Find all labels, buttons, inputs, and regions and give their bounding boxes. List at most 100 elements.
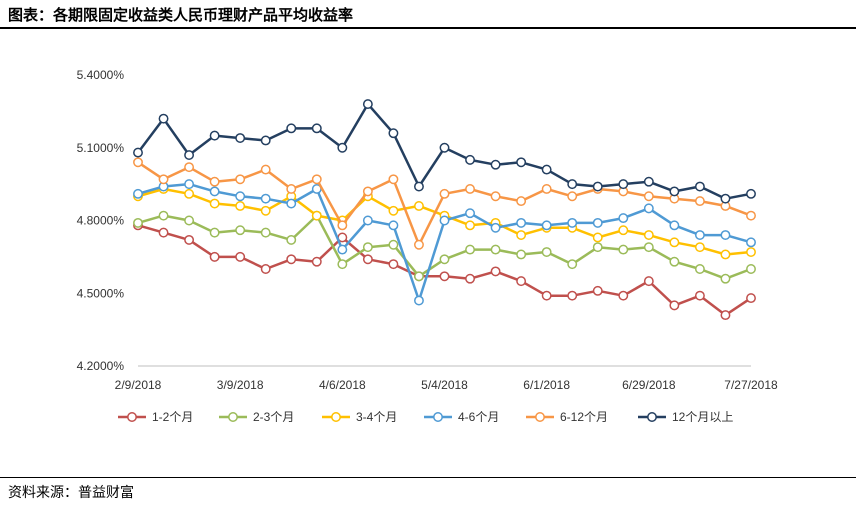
x-tick-label: 6/1/2018 <box>523 378 570 392</box>
data-point <box>286 234 297 245</box>
data-point <box>465 220 475 231</box>
data-point <box>439 254 450 265</box>
data-point <box>516 230 527 241</box>
data-point <box>592 285 603 296</box>
data-point <box>669 256 680 267</box>
data-point <box>592 232 603 243</box>
data-point <box>388 205 399 216</box>
data-point <box>669 220 680 231</box>
data-point <box>184 188 195 199</box>
data-point <box>133 217 143 228</box>
data-point <box>337 244 348 255</box>
legend-swatch-marker <box>433 412 443 422</box>
data-point <box>541 164 552 175</box>
data-point <box>694 290 705 301</box>
data-point <box>490 266 501 277</box>
data-point <box>184 179 195 190</box>
data-point <box>746 237 756 248</box>
data-point <box>260 193 271 204</box>
data-point <box>362 254 373 265</box>
data-point <box>235 133 246 144</box>
data-point <box>490 244 501 255</box>
data-point <box>337 259 348 270</box>
data-point <box>260 135 271 146</box>
data-point <box>362 242 373 253</box>
data-point <box>362 215 373 226</box>
data-point <box>592 181 603 192</box>
data-point <box>184 162 195 173</box>
legend-label: 2-3个月 <box>253 410 294 424</box>
data-point <box>209 176 220 187</box>
data-point <box>694 181 705 192</box>
x-tick-label: 3/9/2018 <box>217 378 264 392</box>
y-tick-label: 5.4000% <box>77 68 125 82</box>
data-point <box>541 184 552 194</box>
series-layer <box>133 99 756 321</box>
data-point <box>184 215 195 226</box>
legend-swatch-marker <box>331 412 341 422</box>
legend-item: 1-2个月 <box>118 410 193 424</box>
data-point <box>541 220 552 231</box>
series-line <box>137 182 752 302</box>
source-note: 资料来源：普益财富 <box>8 485 134 501</box>
legend-label: 1-2个月 <box>152 410 193 424</box>
data-point <box>133 147 143 158</box>
data-point <box>720 193 731 204</box>
legend-label: 4-6个月 <box>458 410 499 424</box>
legend-swatch-marker <box>127 412 137 422</box>
data-point <box>490 159 501 170</box>
data-point <box>209 198 220 209</box>
data-point <box>592 217 603 228</box>
series-1 <box>133 220 756 321</box>
data-point <box>311 210 322 221</box>
data-point <box>746 210 756 221</box>
data-point <box>388 220 399 231</box>
data-point <box>618 225 629 236</box>
data-point <box>235 191 246 202</box>
data-point <box>592 242 603 253</box>
data-point <box>567 259 578 270</box>
data-point <box>337 142 348 153</box>
data-point <box>643 191 654 202</box>
data-point <box>720 230 731 241</box>
data-point <box>746 264 756 274</box>
legend-item: 2-3个月 <box>219 410 294 424</box>
legend-label: 6-12个月 <box>560 410 608 424</box>
x-tick-label: 5/4/2018 <box>421 378 468 392</box>
data-point <box>414 295 424 306</box>
series-6 <box>133 99 756 204</box>
data-point <box>516 276 527 287</box>
data-point <box>286 254 297 265</box>
data-point <box>414 201 424 211</box>
legend-item: 3-4个月 <box>322 410 397 424</box>
data-point <box>746 247 756 257</box>
data-point <box>388 239 399 250</box>
x-axis: 2/9/2018 3/9/2018 4/6/2018 5/4/2018 6/1/2018… <box>115 365 778 392</box>
data-point <box>158 210 169 221</box>
x-tick-label: 6/29/2018 <box>622 378 676 392</box>
data-point <box>643 230 654 241</box>
data-point <box>414 239 424 250</box>
data-point <box>720 249 731 260</box>
data-point <box>439 215 450 226</box>
x-tick-label: 4/6/2018 <box>319 378 366 392</box>
data-point <box>618 244 629 255</box>
data-point <box>567 217 578 228</box>
data-point <box>516 157 527 168</box>
data-point <box>465 208 475 219</box>
source-rule <box>0 477 856 478</box>
data-point <box>311 123 322 134</box>
data-point <box>643 242 654 253</box>
title-rule <box>0 27 856 29</box>
data-point <box>618 179 629 190</box>
data-point <box>362 186 373 197</box>
data-point <box>669 300 680 311</box>
data-point <box>516 217 527 228</box>
data-point <box>720 273 731 284</box>
data-point <box>209 186 220 197</box>
data-point <box>516 196 527 207</box>
data-point <box>694 230 705 241</box>
legend-label: 12个月以上 <box>672 410 733 424</box>
data-point <box>643 276 654 287</box>
data-point <box>158 113 169 124</box>
